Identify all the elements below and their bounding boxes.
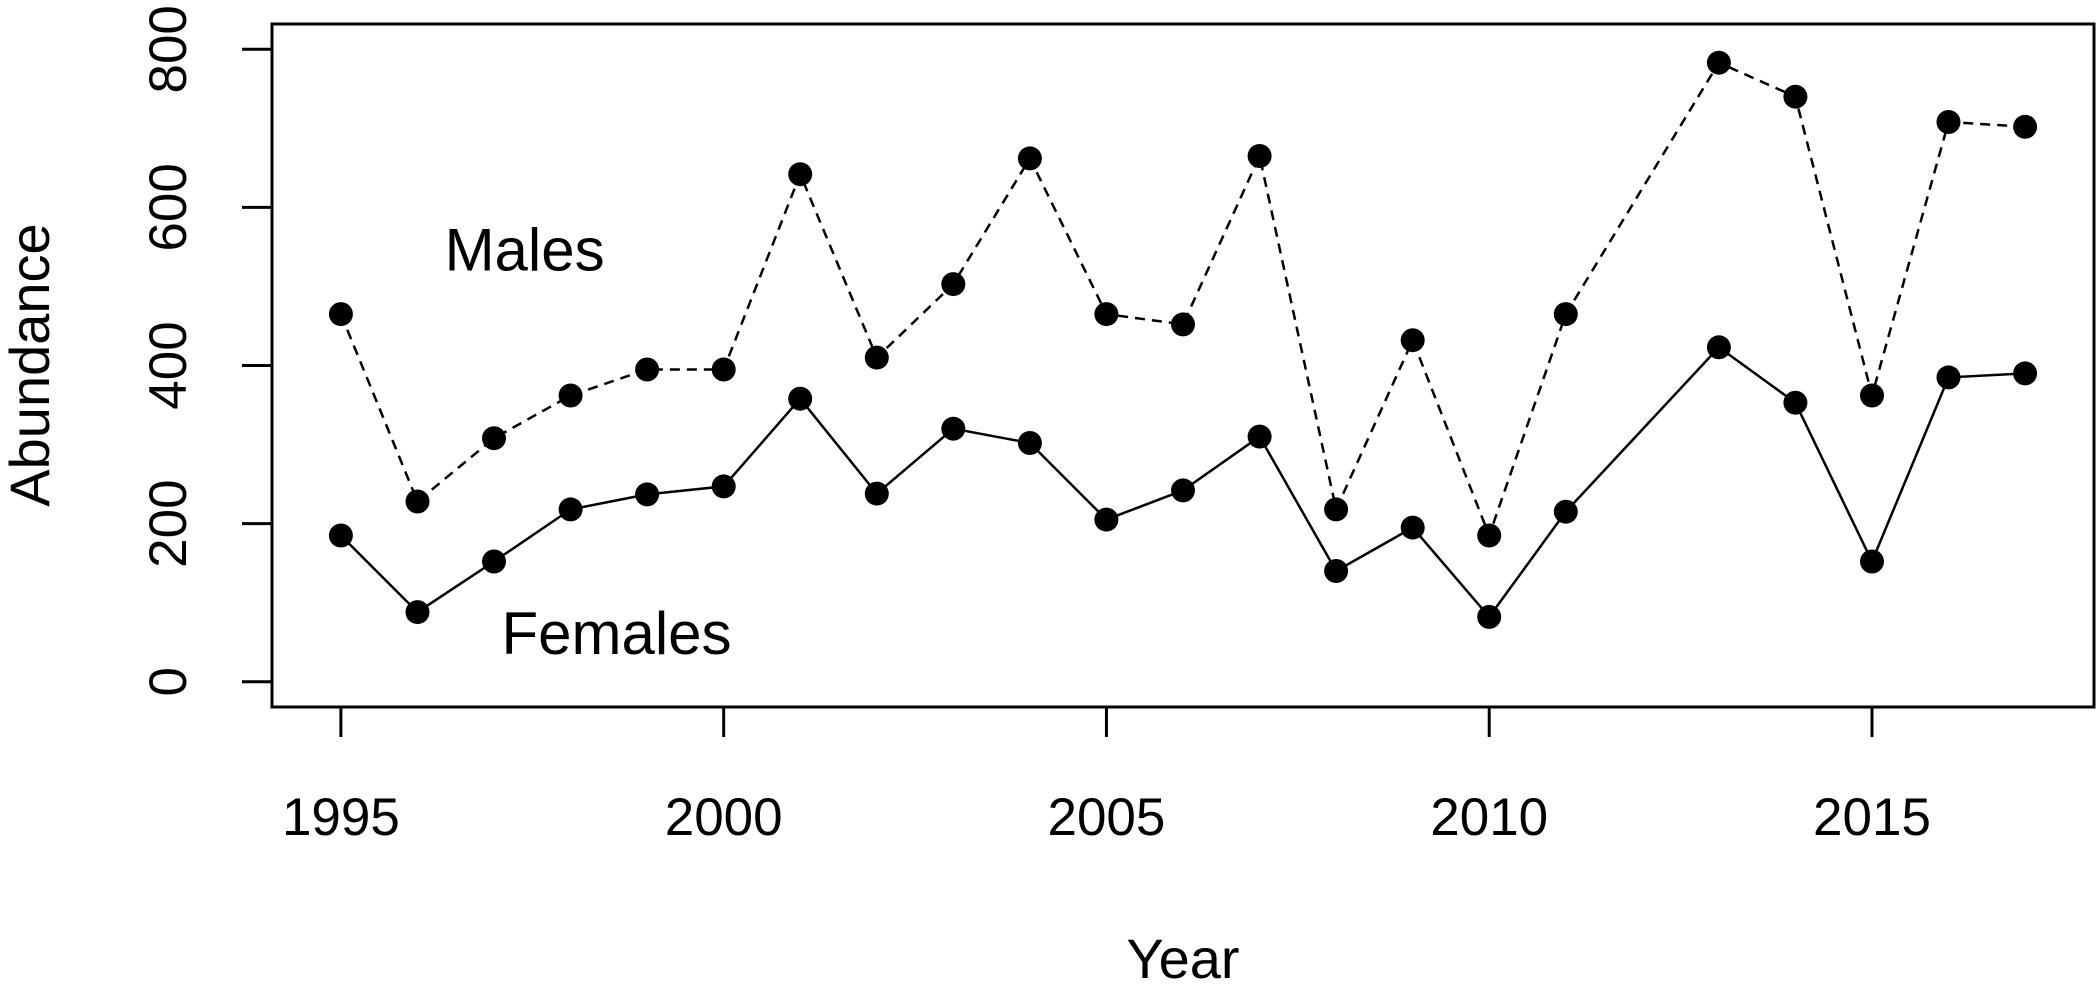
males-point	[482, 426, 506, 451]
males-point	[1553, 302, 1578, 327]
series-females: Females	[328, 335, 2038, 667]
males-point	[1477, 523, 1502, 548]
females-point	[558, 497, 583, 522]
males-point	[941, 272, 966, 297]
females-point	[1094, 507, 1119, 532]
males-point	[1324, 497, 1349, 522]
males-point	[1936, 110, 1961, 134]
females-point	[1706, 335, 1731, 360]
y-axis: 0 200 400 600 800	[139, 5, 274, 696]
males-point	[1860, 383, 1884, 408]
females-point	[635, 482, 660, 507]
y-tick-label: 800	[139, 5, 198, 93]
females-label: Females	[501, 600, 731, 667]
males-point	[405, 489, 430, 514]
females-point	[1860, 549, 1884, 574]
x-tick-label: 2010	[1430, 788, 1548, 847]
males-point	[1400, 328, 1425, 353]
males-point	[788, 162, 813, 187]
y-tick-label: 600	[139, 163, 198, 251]
males-point	[328, 302, 353, 327]
males-point	[2013, 114, 2038, 139]
males-point	[711, 357, 736, 382]
males-point	[1017, 146, 1042, 171]
females-point	[1171, 478, 1195, 503]
x-tick-label: 1995	[282, 788, 400, 847]
females-point	[1324, 559, 1349, 583]
females-line	[340, 345, 2026, 619]
females-point	[1247, 424, 1272, 449]
y-tick-label: 400	[139, 321, 198, 409]
x-tick-label: 2005	[1047, 788, 1165, 847]
y-axis-title: Abundance	[0, 223, 61, 506]
males-point	[1783, 84, 1808, 109]
males-point	[635, 357, 660, 382]
x-tick-label: 2015	[1813, 788, 1931, 847]
females-point	[711, 474, 736, 499]
females-point	[405, 600, 430, 625]
females-point	[482, 549, 506, 574]
females-point	[1936, 365, 1961, 390]
females-point	[1553, 499, 1578, 524]
females-point	[864, 481, 889, 506]
x-axis: 1995 2000 2005 2010 2015	[282, 705, 1931, 847]
males-point	[1171, 312, 1195, 337]
females-point	[1477, 604, 1502, 629]
males-point	[864, 345, 889, 370]
x-tick-label: 2000	[665, 788, 783, 847]
males-line	[339, 61, 2026, 540]
females-point	[941, 416, 966, 441]
males-label: Males	[445, 217, 605, 284]
females-point	[788, 386, 813, 411]
females-point	[2013, 361, 2038, 386]
y-tick-label: 0	[139, 667, 198, 696]
males-point	[1706, 50, 1731, 75]
males-point	[1247, 144, 1272, 168]
females-point	[328, 523, 353, 548]
males-point	[558, 383, 583, 408]
females-point	[1017, 431, 1042, 455]
males-point	[1094, 302, 1119, 327]
females-point	[1783, 390, 1808, 415]
series-layer: Males Females	[328, 50, 2038, 667]
series-males: Males	[328, 50, 2038, 548]
y-tick-label: 200	[139, 479, 198, 567]
x-axis-title: Year	[1126, 927, 1239, 984]
females-point	[1400, 515, 1425, 540]
